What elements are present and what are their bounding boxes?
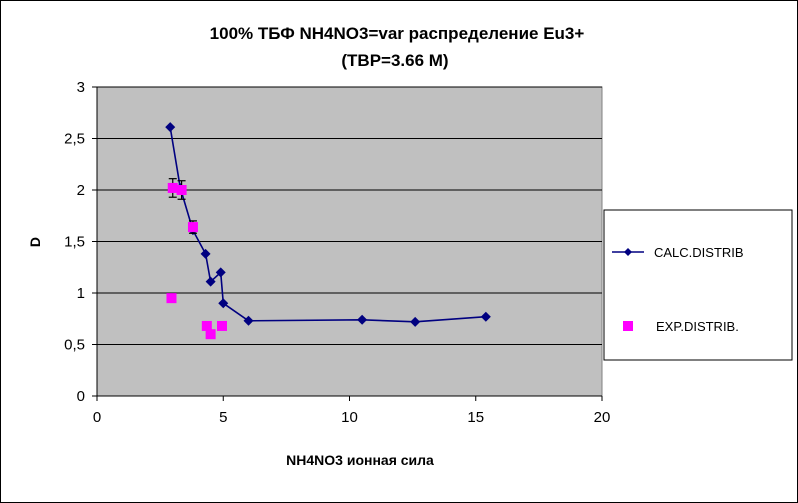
y-tick-label: 1,5: [64, 234, 85, 251]
legend-exp-label: EXP.DISTRIB.: [656, 319, 739, 334]
exp-point: [167, 182, 178, 193]
y-tick-label: 3: [77, 79, 85, 96]
y-tick-label: 0: [77, 388, 85, 405]
plot-area: [96, 86, 603, 397]
exp-point: [176, 185, 187, 195]
exp-point: [205, 329, 216, 340]
legend-exp-marker: [623, 321, 633, 331]
y-tick-label: 2,5: [64, 131, 85, 148]
x-tick-label: 0: [93, 409, 101, 426]
chart-title: 100% ТБФ NH4NO3=var распределение Eu3+: [210, 24, 585, 43]
series-layer: [165, 122, 491, 340]
exp-point: [187, 222, 198, 233]
exp-point: [201, 320, 212, 331]
x-tick-label: 10: [341, 409, 358, 426]
calc-point: [205, 276, 216, 287]
x-tick-label: 20: [594, 409, 611, 426]
exp-point: [166, 293, 177, 304]
x-axis-title: NH4NO3 ионная сила: [286, 452, 434, 468]
y-tick-label: 1: [77, 285, 85, 302]
legend: CALC.DISTRIB EXP.DISTRIB.: [603, 209, 793, 361]
calc-point: [243, 315, 254, 326]
calc-point: [218, 298, 229, 309]
x-tick-label: 15: [467, 409, 484, 426]
legend-calc-label: CALC.DISTRIB: [654, 245, 744, 260]
calc-point: [165, 122, 176, 133]
x-tick-label: 5: [219, 409, 227, 426]
exp-point: [216, 320, 227, 331]
calc-point: [480, 311, 491, 322]
y-tick-label: 2: [77, 182, 85, 199]
chart-subtitle: (TBP=3.66 M): [341, 51, 448, 70]
calc-point: [410, 316, 421, 327]
y-axis-title: D: [27, 237, 43, 247]
axes-layer: 0 0,5 1 1,5 2 2,5 3 0 5 10 15 20: [64, 79, 610, 426]
legend-box: [603, 209, 793, 361]
legend-calc-marker: [624, 248, 632, 256]
calc-point: [215, 267, 226, 278]
calc-point: [200, 248, 211, 259]
calc-point: [357, 314, 368, 325]
y-tick-label: 0,5: [64, 337, 85, 354]
